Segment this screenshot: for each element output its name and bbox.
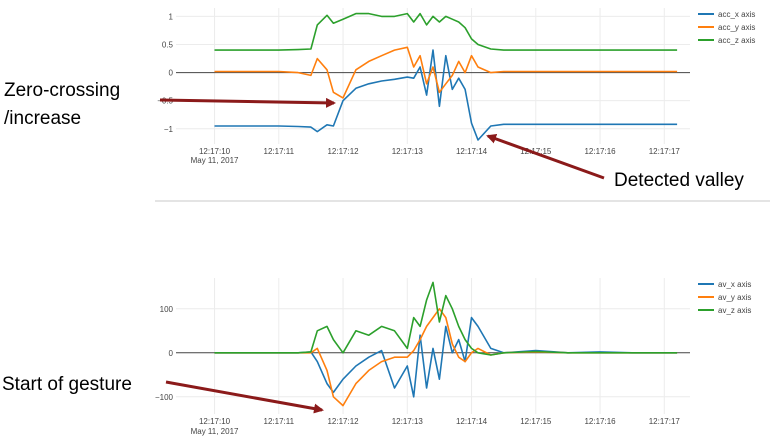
x-tick-label: 12:17:10 xyxy=(199,417,231,426)
annotation-start-of-gesture-text: Start of gesture xyxy=(2,374,132,395)
y-tick-label: 100 xyxy=(160,305,174,314)
x-tick-label: 12:17:12 xyxy=(327,147,359,156)
x-tick-label: 12:17:14 xyxy=(456,147,488,156)
x-tick-label: 12:17:11 xyxy=(264,417,295,426)
x-tick-label: 12:17:11 xyxy=(264,147,295,156)
start-of-gesture-arrow xyxy=(165,380,324,414)
x-date-label: May 11, 2017 xyxy=(191,427,239,436)
angular-velocity-legend: av_x axis av_y axis av_z axis xyxy=(698,280,751,315)
x-tick-label: 12:17:16 xyxy=(584,417,616,426)
x-tick-label: 12:17:12 xyxy=(327,417,359,426)
legend-label[interactable]: acc_x axis xyxy=(718,10,755,19)
annotation-detected-valley-text: Detected valley xyxy=(614,170,744,191)
detected-valley-arrow xyxy=(486,134,605,180)
y-tick-label: 0.5 xyxy=(162,41,174,50)
x-tick-label: 12:17:13 xyxy=(392,147,424,156)
series-line-av_x-axis xyxy=(214,316,678,398)
x-tick-label: 12:17:10 xyxy=(199,147,231,156)
legend-label[interactable]: acc_z axis xyxy=(718,36,755,45)
annotation-detected-valley: Detected valley xyxy=(486,134,744,191)
series-line-av_z-axis xyxy=(214,281,678,356)
series-line-acc_y-axis xyxy=(214,46,678,99)
series-line-acc_x-axis xyxy=(214,49,678,141)
legend-label[interactable]: av_x axis xyxy=(718,280,751,289)
legend-label[interactable]: acc_y axis xyxy=(718,23,755,32)
x-tick-label: 12:17:13 xyxy=(392,417,424,426)
y-tick-label: 0 xyxy=(169,69,174,78)
x-tick-label: 12:17:17 xyxy=(649,147,681,156)
y-tick-label: −100 xyxy=(155,393,174,402)
x-tick-label: 12:17:17 xyxy=(649,417,681,426)
annotation-zero-crossing: Zero-crossing /increase xyxy=(4,80,336,129)
legend-label[interactable]: av_y axis xyxy=(718,293,751,302)
annotation-zero-crossing-line2: /increase xyxy=(4,108,81,129)
zero-crossing-arrow xyxy=(159,97,336,108)
x-tick-label: 12:17:16 xyxy=(584,147,616,156)
series-line-av_y-axis xyxy=(214,307,678,407)
acceleration-legend: acc_x axis acc_y axis acc_z axis xyxy=(698,10,755,45)
legend-label[interactable]: av_z axis xyxy=(718,306,751,315)
annotation-zero-crossing-line1: Zero-crossing xyxy=(4,80,120,101)
series-line-acc_z-axis xyxy=(214,12,678,51)
x-tick-label: 12:17:15 xyxy=(520,417,552,426)
y-tick-label: 1 xyxy=(169,12,174,21)
x-tick-label: 12:17:15 xyxy=(520,147,552,156)
y-tick-label: −1 xyxy=(164,125,174,134)
y-tick-label: 0 xyxy=(169,349,174,358)
x-date-label: May 11, 2017 xyxy=(191,156,239,165)
x-tick-label: 12:17:14 xyxy=(456,417,488,426)
annotation-start-of-gesture: Start of gesture xyxy=(2,374,324,414)
